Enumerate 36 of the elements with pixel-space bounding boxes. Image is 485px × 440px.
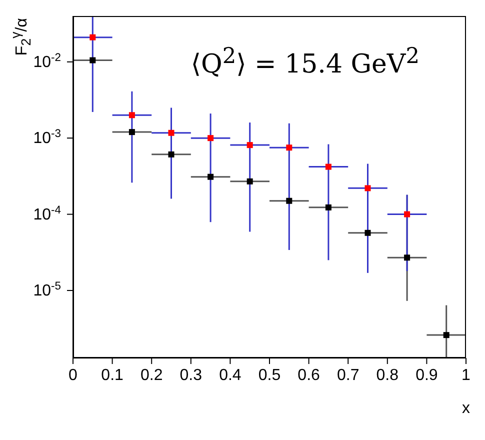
x-tick-label: 0.4 [219, 367, 242, 384]
x-tick-label: 0.7 [336, 367, 360, 384]
x-tick-label: 0.3 [180, 367, 202, 384]
point [246, 178, 253, 184]
x-tick-label: 0.2 [140, 367, 163, 384]
x-tick-label: 0.6 [298, 367, 320, 384]
point [128, 112, 135, 118]
point [128, 129, 135, 136]
x-axis-title: x [462, 400, 470, 418]
y-tick-label: 10$^{-5}$ [33, 280, 61, 300]
point [90, 34, 96, 40]
annotation: ⟨Q$^{2}$⟩ = 15.4 GeV$^{2}$ [190, 44, 420, 80]
x-tick-label: 0.5 [258, 367, 281, 384]
point [325, 204, 332, 210]
x-tick-label: 0.8 [376, 367, 399, 384]
point [443, 332, 450, 338]
point [404, 254, 410, 261]
point [168, 151, 174, 158]
x-tick-label: 1 [462, 367, 471, 384]
point [286, 198, 292, 204]
point [168, 130, 174, 136]
point [208, 174, 214, 180]
y-tick-label: 10$^{-3}$ [33, 128, 61, 148]
point [364, 185, 371, 192]
point [208, 135, 214, 142]
point [325, 164, 332, 170]
y-tick-label: 10$^{-2}$ [33, 52, 61, 71]
point [90, 57, 96, 64]
point [286, 144, 292, 151]
x-tick-label: 0.1 [101, 367, 124, 384]
point [246, 142, 253, 148]
y-tick-label: 10$^{-4}$ [33, 204, 61, 224]
point [404, 211, 410, 218]
x-tick-label: 0.9 [416, 367, 438, 384]
point [364, 230, 371, 236]
x-tick-label: 0 [68, 367, 78, 384]
